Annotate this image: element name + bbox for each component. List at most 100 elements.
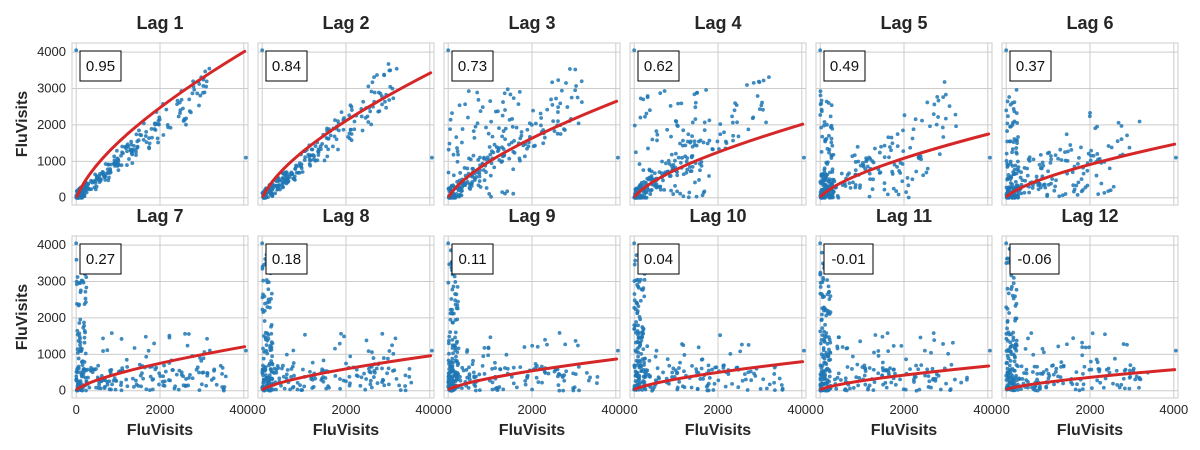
data-point: [286, 180, 290, 184]
data-point: [82, 340, 87, 345]
data-point: [261, 356, 266, 361]
data-point: [836, 371, 841, 376]
data-point: [535, 344, 540, 349]
data-point: [1019, 364, 1024, 369]
data-point: [1008, 367, 1013, 372]
data-point: [707, 138, 712, 143]
data-point: [882, 181, 887, 186]
data-point: [632, 48, 637, 53]
data-point: [446, 280, 451, 285]
data-point: [282, 386, 287, 391]
data-point: [341, 127, 346, 132]
data-point: [669, 152, 674, 157]
data-point: [638, 277, 643, 282]
data-point: [471, 153, 476, 158]
data-point: [198, 93, 203, 98]
data-point: [450, 307, 454, 312]
data-point: [649, 187, 654, 192]
data-point: [1048, 161, 1053, 165]
data-point: [675, 189, 680, 194]
data-point: [295, 387, 300, 392]
data-point: [681, 128, 686, 133]
data-point: [1106, 144, 1111, 148]
data-point: [885, 192, 890, 197]
data-point: [652, 171, 657, 176]
data-point: [1016, 169, 1021, 173]
data-point: [564, 81, 568, 85]
data-point: [827, 195, 832, 200]
data-point: [872, 380, 877, 384]
fit-line: [75, 345, 247, 391]
correlation-value: 0.27: [86, 251, 115, 268]
data-point: [671, 163, 676, 167]
data-point: [78, 340, 83, 345]
data-point: [1095, 152, 1100, 156]
data-point: [1012, 345, 1017, 350]
data-point: [481, 354, 486, 359]
data-point: [1073, 387, 1078, 392]
data-point: [454, 341, 459, 345]
data-point: [450, 311, 454, 316]
data-point: [370, 80, 375, 85]
data-point: [1009, 344, 1013, 349]
data-point: [334, 137, 339, 142]
data-point: [1064, 132, 1069, 137]
data-point: [1101, 385, 1106, 390]
data-point: [822, 356, 827, 361]
data-point: [941, 135, 946, 139]
x-tick-label: 2000: [704, 402, 733, 417]
data-point: [750, 116, 755, 121]
data-point: [824, 176, 829, 180]
data-point: [819, 181, 823, 186]
data-point: [1080, 340, 1084, 345]
data-point: [291, 176, 296, 181]
data-point: [280, 176, 285, 181]
data-point: [1080, 387, 1085, 392]
data-point: [320, 367, 325, 372]
panel-title: Lag 5: [880, 13, 927, 33]
data-point: [371, 356, 376, 360]
data-point: [269, 331, 274, 336]
data-point: [141, 376, 146, 381]
data-point: [380, 331, 385, 336]
data-point: [818, 270, 823, 275]
data-point: [382, 73, 387, 78]
data-point: [79, 360, 84, 364]
data-point: [274, 387, 278, 392]
data-point: [1051, 372, 1056, 377]
data-point: [364, 377, 369, 381]
data-point: [1122, 386, 1127, 391]
data-point: [260, 241, 265, 246]
data-point: [1025, 166, 1029, 171]
data-point: [910, 177, 915, 182]
data-point: [677, 366, 681, 370]
data-point: [895, 164, 900, 169]
data-point: [390, 343, 394, 348]
data-point: [558, 132, 563, 136]
data-point: [341, 378, 346, 383]
data-point: [926, 374, 931, 379]
data-point: [263, 365, 268, 369]
data-point: [932, 102, 937, 107]
data-point: [638, 115, 643, 120]
data-point: [316, 153, 321, 157]
data-point: [466, 115, 470, 120]
data-point: [1053, 369, 1058, 374]
data-point: [923, 373, 928, 378]
data-point: [455, 374, 460, 378]
data-point: [281, 374, 286, 379]
data-point: [632, 327, 637, 331]
data-point: [831, 189, 836, 194]
data-point: [545, 342, 549, 347]
data-point: [260, 266, 265, 271]
data-point: [931, 377, 935, 382]
data-point: [914, 169, 919, 174]
data-point: [818, 102, 823, 107]
data-point: [634, 320, 639, 324]
data-point: [666, 158, 671, 163]
data-point: [1038, 152, 1043, 157]
data-point: [279, 383, 283, 388]
data-point: [1079, 145, 1083, 150]
data-point: [458, 171, 463, 175]
data-point: [1079, 177, 1084, 182]
